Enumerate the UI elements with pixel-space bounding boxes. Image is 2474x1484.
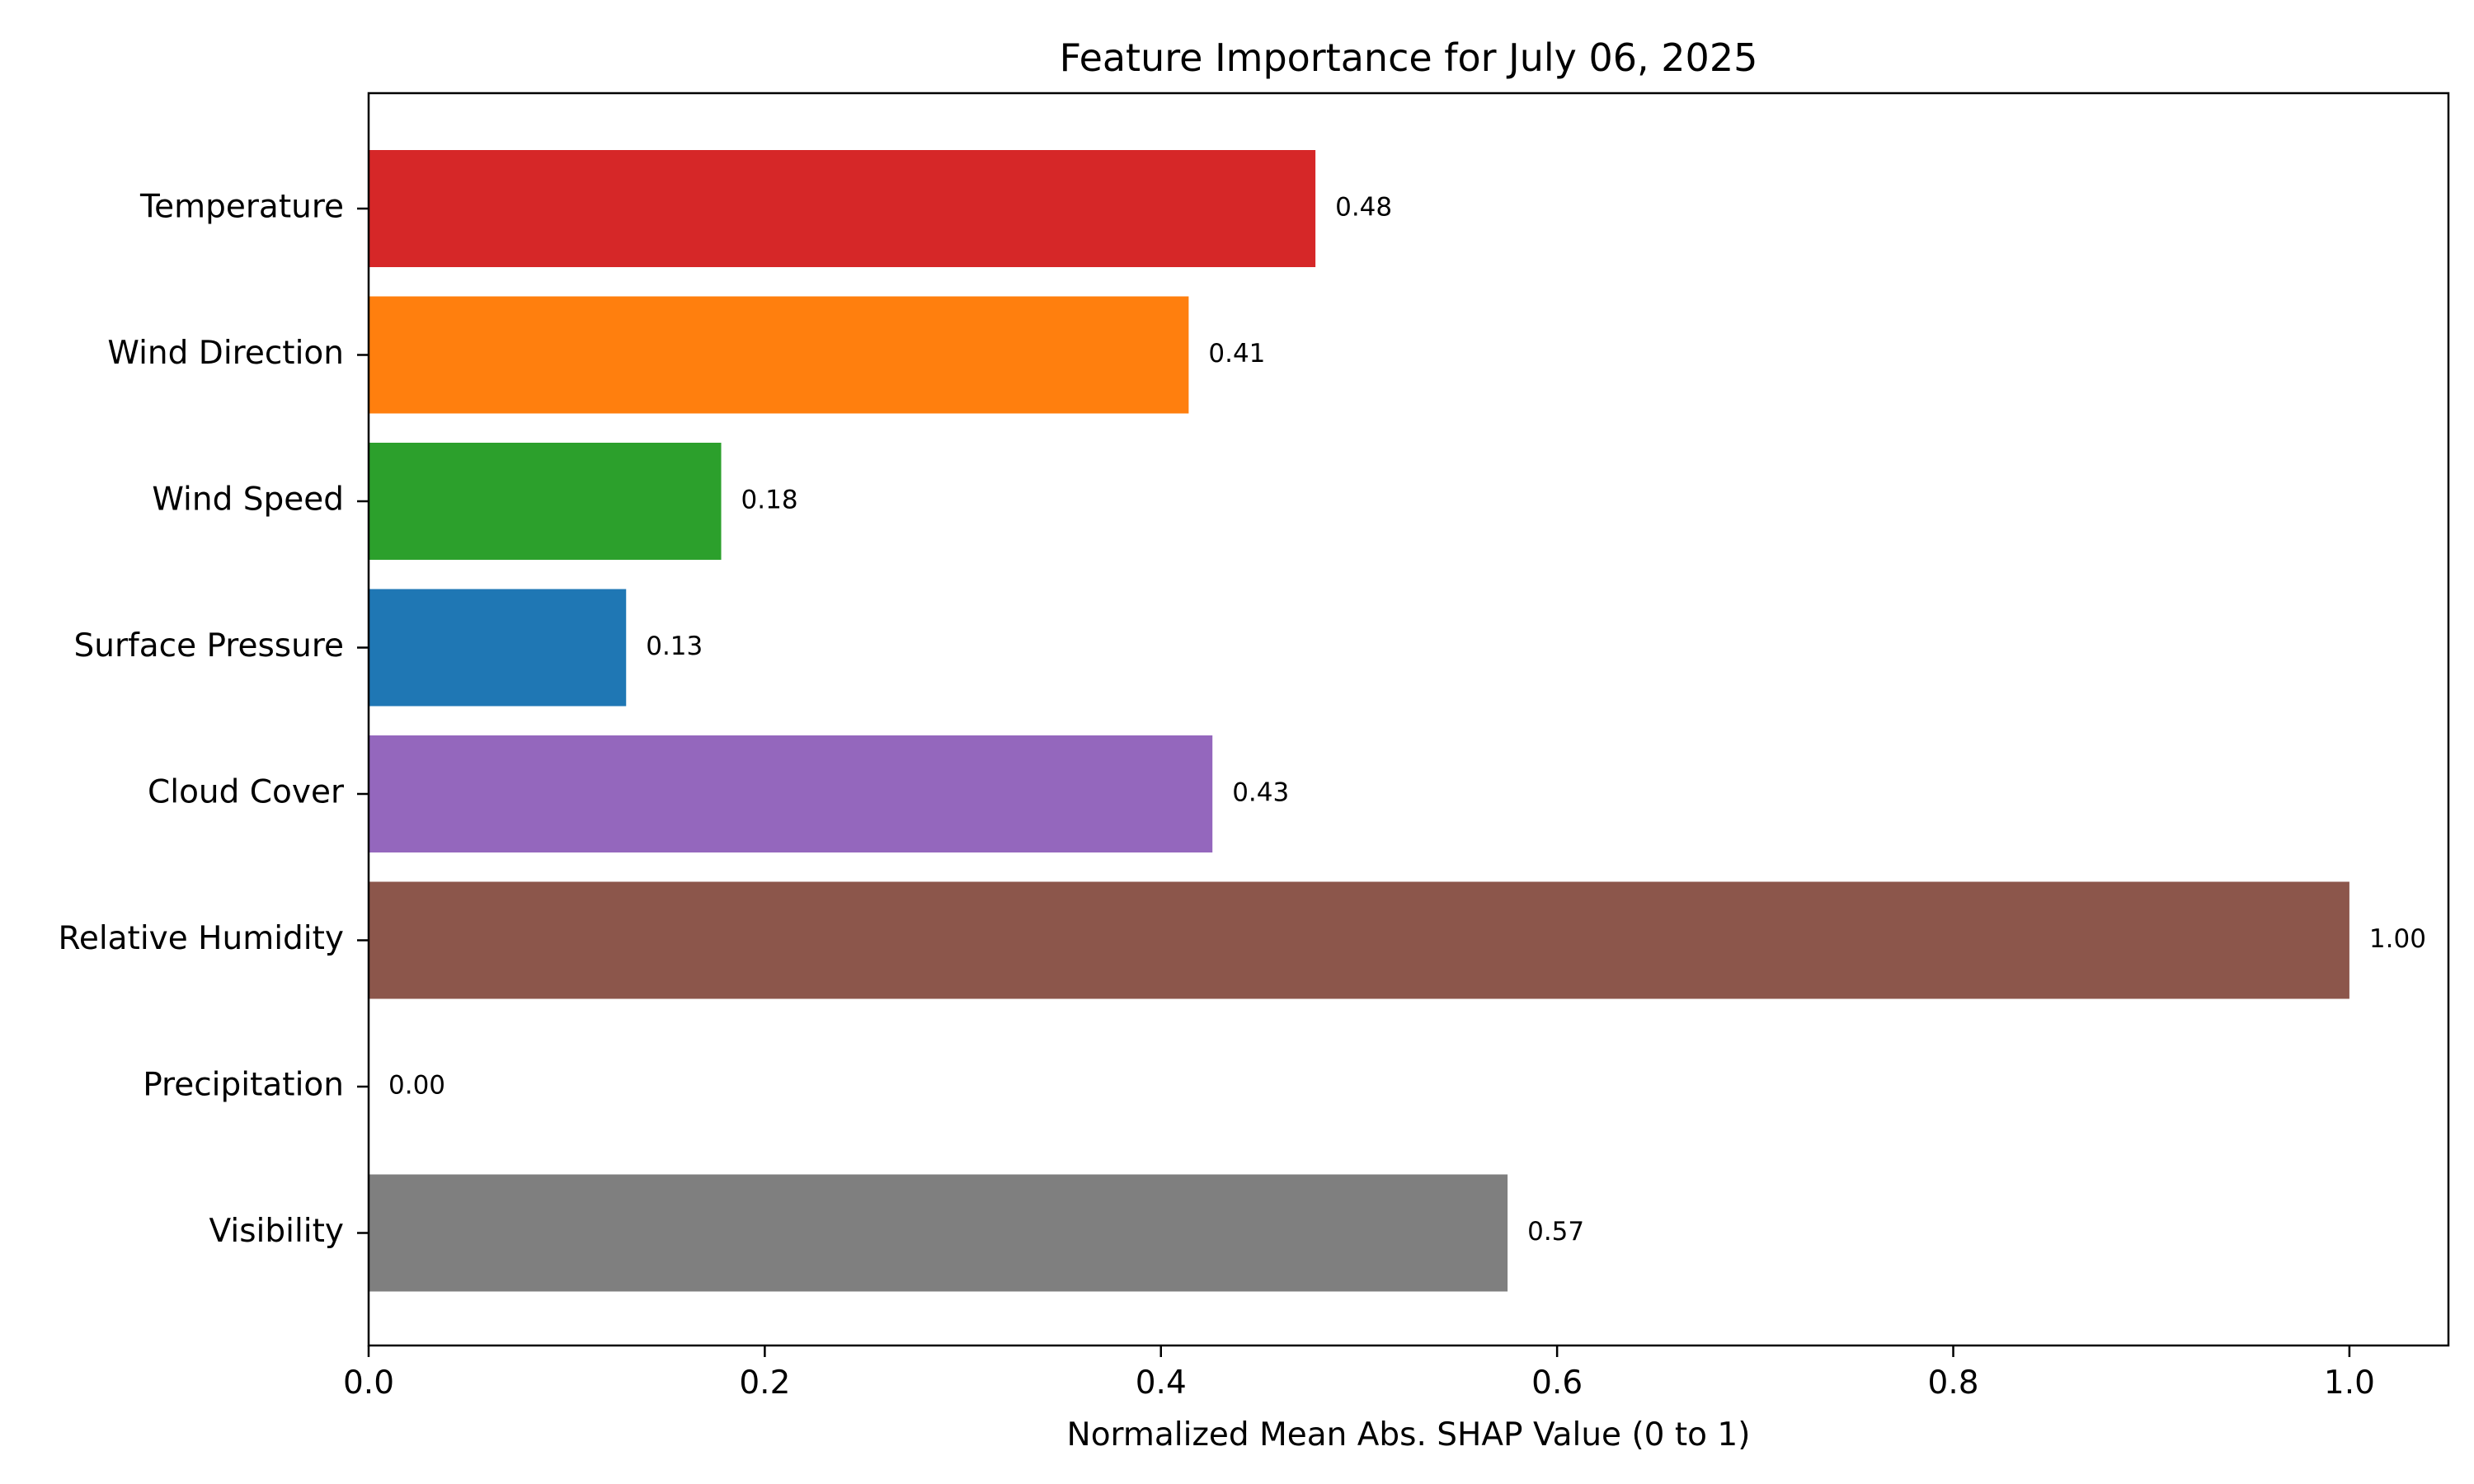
value-label-precipitation: 0.00 xyxy=(388,1071,445,1101)
x-axis: 0.0 0.2 0.4 0.6 0.8 1.0 xyxy=(343,1345,2375,1402)
y-tick-label-visibility: Visibility xyxy=(209,1213,344,1250)
x-tick-label-3: 0.6 xyxy=(1531,1364,1583,1402)
x-tick-label-5: 1.0 xyxy=(2324,1364,2375,1402)
value-label-temperature: 0.48 xyxy=(1335,193,1392,223)
value-labels-layer: 0.48 0.41 0.18 0.13 0.43 1.00 0.00 0.57 xyxy=(388,193,2426,1247)
bar-temperature xyxy=(369,150,1316,267)
bar-wind-speed xyxy=(369,443,722,560)
value-label-wind-speed: 0.18 xyxy=(741,486,798,515)
x-tick-label-0: 0.0 xyxy=(343,1364,394,1402)
value-label-relative-humidity: 1.00 xyxy=(2369,924,2426,954)
y-tick-label-cloud-cover: Cloud Cover xyxy=(148,774,345,811)
y-tick-label-temperature: Temperature xyxy=(139,189,344,226)
chart-title: Feature Importance for July 06, 2025 xyxy=(1060,35,1758,80)
y-tick-label-precipitation: Precipitation xyxy=(143,1067,344,1104)
value-label-surface-pressure: 0.13 xyxy=(646,632,703,661)
y-tick-label-relative-humidity: Relative Humidity xyxy=(58,920,344,957)
x-tick-label-1: 0.2 xyxy=(739,1364,790,1402)
y-tick-label-surface-pressure: Surface Pressure xyxy=(73,627,344,665)
plot-frame xyxy=(367,92,2450,1347)
y-tick-label-wind-direction: Wind Direction xyxy=(107,335,344,372)
bar-wind-direction xyxy=(369,296,1189,414)
x-tick-label-4: 0.8 xyxy=(1928,1364,1979,1402)
y-axis: Temperature Wind Direction Wind Speed Surfa… xyxy=(58,189,369,1250)
y-tick-label-wind-speed: Wind Speed xyxy=(152,481,344,519)
bars-layer xyxy=(369,150,2349,1292)
bar-visibility xyxy=(369,1174,1508,1292)
value-label-visibility: 0.57 xyxy=(1527,1217,1584,1247)
value-label-cloud-cover: 0.43 xyxy=(1232,778,1289,808)
bar-cloud-cover xyxy=(369,735,1213,852)
bar-relative-humidity xyxy=(369,881,2349,999)
x-tick-label-2: 0.4 xyxy=(1136,1364,1187,1402)
bar-surface-pressure xyxy=(369,589,627,707)
value-label-wind-direction: 0.41 xyxy=(1208,339,1265,369)
x-axis-label: Normalized Mean Abs. SHAP Value (0 to 1) xyxy=(1067,1416,1751,1453)
